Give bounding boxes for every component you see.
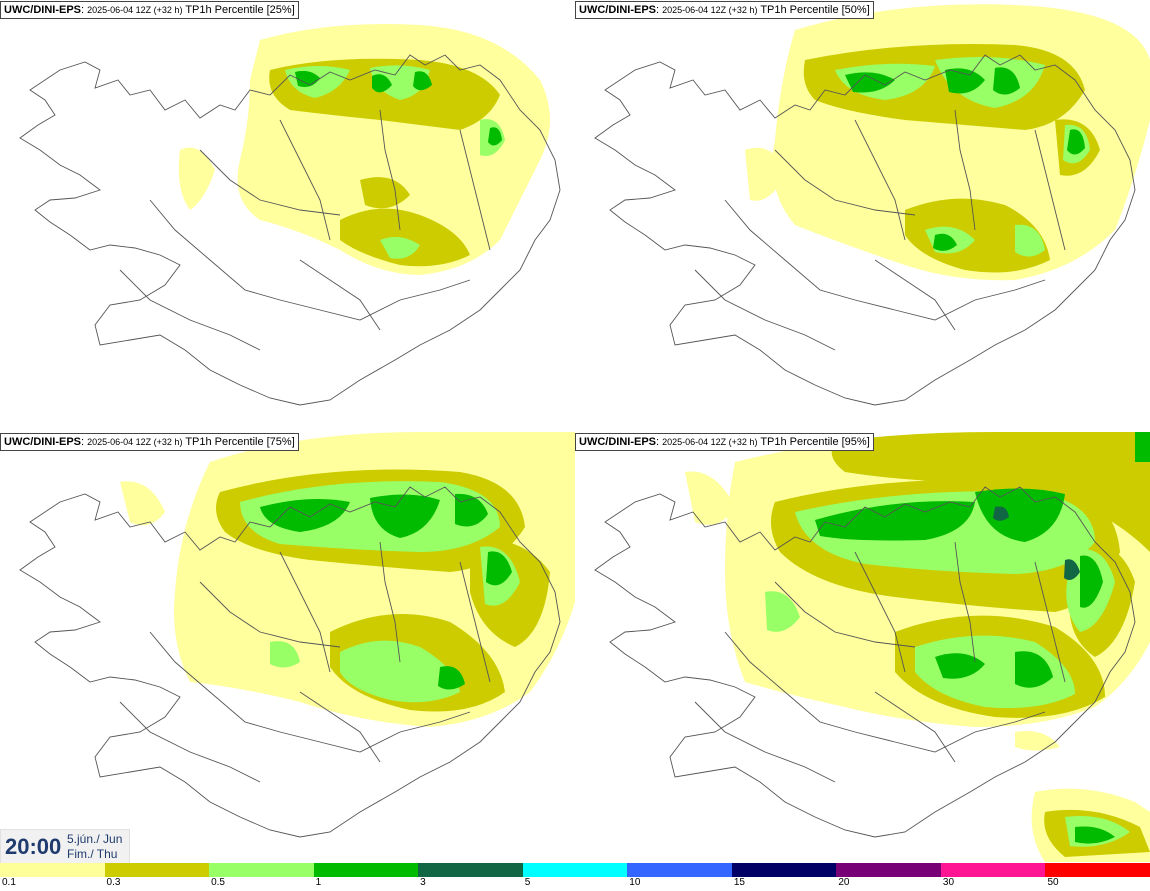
source-label: UWC/DINI-EPS [579, 4, 656, 16]
legend-color-bar [0, 863, 1150, 877]
legend-tick-label: 5 [524, 877, 531, 888]
legend-tick-label: 50 [1047, 877, 1059, 888]
precip-color-legend: 0.1 0.3 0.5 1 3 5 10 15 20 30 50 [0, 863, 1150, 891]
legend-swatch [731, 863, 837, 877]
precip-map-p50 [594, 4, 1150, 406]
run-label: 2025-06-04 12Z (+32 h) [662, 5, 758, 15]
source-label: UWC/DINI-EPS [579, 436, 656, 448]
legend-swatch [522, 863, 628, 877]
legend-swatch [313, 863, 419, 877]
valid-time-clock: 20:00 [5, 834, 62, 859]
panel-header-p25: UWC/DINI-EPS: 2025-06-04 12Z (+32 h) TP1… [0, 1, 299, 19]
panel-header-p50: UWC/DINI-EPS: 2025-06-04 12Z (+32 h) TP1… [575, 1, 874, 19]
legend-swatch [418, 863, 523, 877]
map-panel-p50: UWC/DINI-EPS: 2025-06-04 12Z (+32 h) TP1… [575, 0, 1150, 430]
field-title: TP1h Percentile [75%] [185, 436, 295, 448]
legend-tick-label: 0.3 [106, 877, 121, 888]
source-label: UWC/DINI-EPS [4, 4, 81, 16]
legend-tick-label: 15 [733, 877, 745, 888]
map-panel-p95: UWC/DINI-EPS: 2025-06-04 12Z (+32 h) TP1… [575, 432, 1150, 862]
legend-tick-label: 0.1 [2, 877, 16, 888]
legend-tick-label: 0.5 [211, 877, 225, 888]
valid-date-line1: 5.jún./ Jun [67, 832, 123, 846]
legend-tick-labels: 0.1 0.3 0.5 1 3 5 10 15 20 30 50 [0, 877, 1150, 891]
field-title: TP1h Percentile [95%] [760, 436, 870, 448]
legend-swatch [0, 863, 105, 877]
legend-tick-label: 10 [629, 877, 641, 888]
legend-swatch [1045, 863, 1150, 877]
valid-time-box: 20:00 5.jún./ Jun Fim./ Thu [0, 829, 130, 864]
precip-map-p95 [594, 432, 1150, 862]
map-panel-p75: UWC/DINI-EPS: 2025-06-04 12Z (+32 h) TP1… [0, 432, 575, 862]
legend-tick-label: 1 [315, 877, 322, 888]
legend-tick-label: 30 [942, 877, 955, 888]
legend-swatch [940, 863, 1046, 877]
legend-tick-label: 20 [838, 877, 850, 888]
run-label: 2025-06-04 12Z (+32 h) [662, 437, 758, 447]
field-title: TP1h Percentile [50%] [760, 4, 870, 16]
run-label: 2025-06-04 12Z (+32 h) [87, 437, 183, 447]
legend-swatch [104, 863, 210, 877]
source-label: UWC/DINI-EPS [4, 436, 81, 448]
legend-swatch [209, 863, 314, 877]
legend-tick-label: 3 [420, 877, 426, 888]
legend-swatch [627, 863, 732, 877]
run-label: 2025-06-04 12Z (+32 h) [87, 5, 183, 15]
precip-map-p25 [19, 24, 561, 406]
field-title: TP1h Percentile [25%] [185, 4, 295, 16]
valid-date-line2: Fim./ Thu [67, 847, 118, 861]
map-panel-p25: UWC/DINI-EPS: 2025-06-04 12Z (+32 h) TP1… [0, 0, 575, 430]
panel-header-p95: UWC/DINI-EPS: 2025-06-04 12Z (+32 h) TP1… [575, 433, 874, 451]
precip-map-p75 [19, 432, 575, 838]
panel-header-p75: UWC/DINI-EPS: 2025-06-04 12Z (+32 h) TP1… [0, 433, 299, 451]
legend-swatch [836, 863, 941, 877]
